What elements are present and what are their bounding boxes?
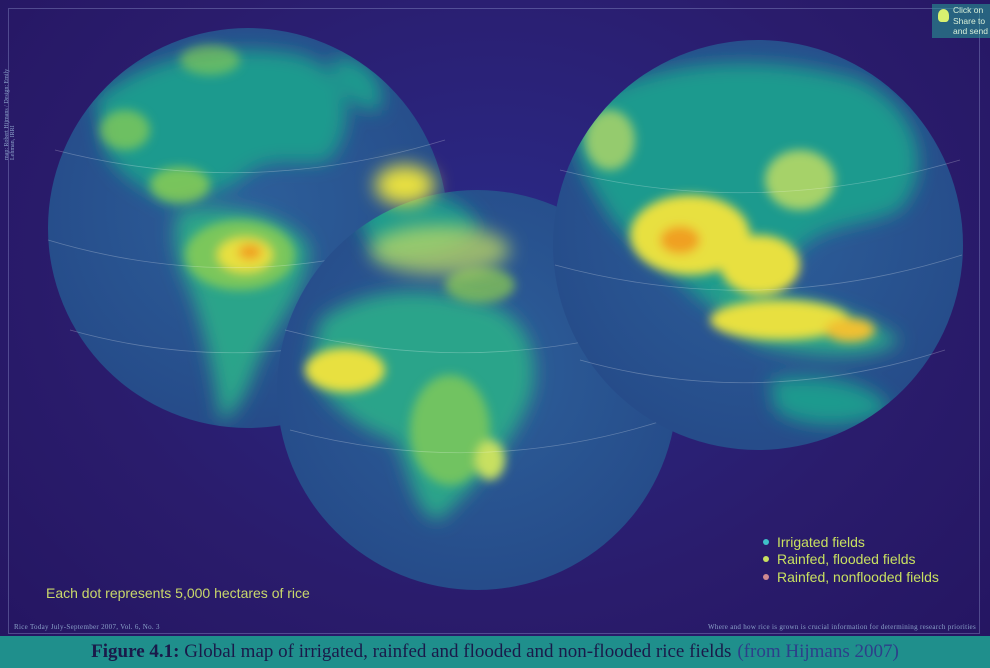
map-frame — [8, 8, 980, 634]
globe-americas — [47, 28, 449, 428]
caption-source: (from Hijmans 2007) — [737, 641, 899, 662]
side-credit: map: Robert Hijmans / Design: Emily Lehm… — [4, 68, 16, 160]
lightbulb-icon — [938, 9, 949, 22]
legend-label: Irrigated fields — [777, 533, 865, 550]
map-legend: Irrigated fields Rainfed, flooded fields… — [763, 533, 939, 586]
legend-dot — [763, 573, 769, 580]
legend-item-rainfed-flooded: Rainfed, flooded fields — [763, 551, 939, 569]
dot-scale-note: Each dot represents 5,000 hectares of ri… — [46, 585, 310, 601]
caption-text: Global map of irrigated, rainfed and flo… — [184, 641, 732, 662]
footer-strip: Rice Today July-September 2007, Vol. 6, … — [14, 623, 976, 631]
legend-label: Rainfed, nonflooded fields — [777, 568, 939, 585]
share-tip[interactable]: Click on Share to and send — [932, 4, 990, 38]
legend-dot — [763, 556, 769, 563]
caption-label: Figure 4.1: — [91, 641, 180, 662]
footer-left: Rice Today July-September 2007, Vol. 6, … — [14, 623, 160, 631]
legend-label: Rainfed, flooded fields — [777, 551, 916, 568]
legend-item-irrigated: Irrigated fields — [763, 533, 939, 551]
legend-dot — [763, 538, 769, 545]
legend-item-rainfed-nonflooded: Rainfed, nonflooded fields — [763, 568, 939, 586]
heat-bridge — [370, 165, 510, 275]
figure-caption: Figure 4.1: Global map of irrigated, rai… — [0, 636, 990, 668]
footer-right: Where and how rice is grown is crucial i… — [708, 623, 976, 631]
share-tip-text: Click on Share to and send — [953, 5, 988, 36]
globe-map — [47, 28, 963, 590]
globe-asia-oceania — [553, 40, 963, 450]
